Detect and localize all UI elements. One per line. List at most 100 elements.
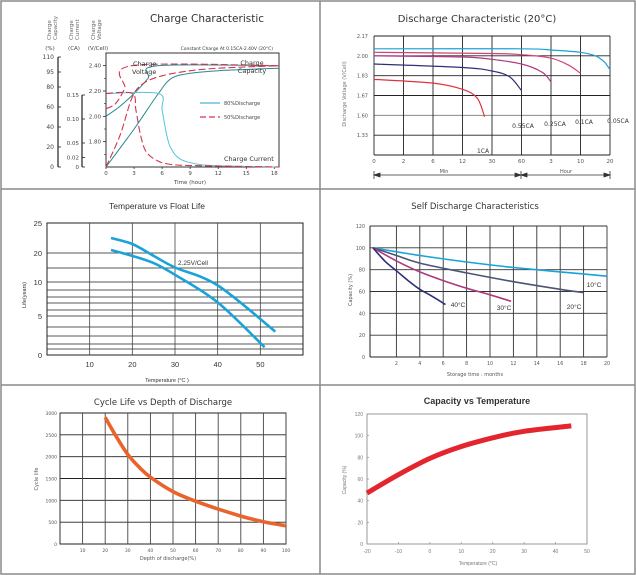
series-20c (372, 247, 584, 294)
legend-label-80: 80%Discharge (224, 101, 260, 107)
y-tick-label: 120 (355, 412, 364, 418)
x-tick-label: 9 (188, 171, 192, 177)
series-0-55CA (373, 63, 522, 91)
voltage-tick-label: 1.80 (89, 140, 102, 146)
x-tick-label: 18 (271, 171, 278, 177)
y-tick-label: 5 (38, 312, 42, 321)
axis-name-voltage: ChargeVoltage (91, 19, 103, 40)
y-tick-label: 1.33 (357, 133, 368, 139)
axis-name-capacity: ChargeCapacity (47, 15, 59, 40)
y-tick-label: 2.00 (357, 54, 368, 60)
chart-legend: 80%Discharge 50%Discharge (200, 101, 260, 121)
x-tick-label: 40 (553, 549, 559, 555)
capacity-temp-lines (365, 423, 572, 496)
series-label: 0.55CA (512, 123, 535, 130)
x-tick-label: 10 (80, 548, 86, 554)
x-axis-label: Temperature (°C ) (145, 378, 189, 384)
duration-arrows (372, 171, 612, 179)
y-tick-label: 25 (34, 219, 42, 228)
charge-axes: 0 3 6 9 12 15 18 0 20 40 60 80 95 110 0 0.02 0.05 0.10 0.1… (43, 54, 279, 177)
float-lines (110, 236, 277, 349)
axis-name-current: ChargeCurrent (69, 18, 81, 40)
x-tick-label: 2 (402, 159, 406, 165)
y-tick-label: 100 (355, 434, 364, 440)
unit-current: (CA) (68, 46, 80, 52)
series-current-50- (105, 91, 280, 168)
capacity-tick-label: 20 (46, 144, 54, 151)
y-tick-label: 1000 (46, 498, 58, 504)
voltage-tick-label: 2.40 (89, 64, 102, 70)
x-tick-label: 50 (170, 548, 176, 554)
y-tick-label: 3000 (46, 411, 58, 417)
x-tick-label: 3 (132, 171, 136, 177)
self-discharge-grid: 0 20 40 60 80 100 120 2 4 6 8 10 12 14 16 18 20 (356, 224, 610, 367)
self-discharge-lines: 10°C 20°C 30°C 40°C (372, 247, 608, 312)
x-tick-label: 0 (104, 171, 108, 177)
legend-label-50: 50%Discharge (224, 115, 260, 121)
x-tick-label: 50 (584, 549, 590, 555)
x-tick-label: 10 (459, 549, 465, 555)
x-tick-label: 30 (521, 549, 527, 555)
y-tick-label: 100 (356, 246, 365, 252)
series-label: 10°C (587, 281, 602, 289)
chart-title: Discharge Characteristic (20°C) (398, 14, 557, 25)
x-tick-label: 8 (465, 361, 468, 367)
x-tick-label: 6 (442, 361, 445, 367)
annotation-charge-voltage-1: Charge (133, 60, 156, 68)
x-tick-label: 12 (215, 171, 222, 177)
x-tick-label: 100 (282, 548, 291, 554)
cycle-life-chart: Cycle Life vs Depth of Discharge Cycle l… (34, 398, 290, 562)
chart-title: Capacity vs Temperature (424, 396, 530, 406)
x-tick-label: 80 (238, 548, 244, 554)
float-life-chart: Temperature vs Float Life Life(years) 0 5… (22, 201, 304, 384)
chart-title: Temperature vs Float Life (109, 201, 205, 211)
y-tick-label: 20 (359, 333, 365, 339)
x-tick-label: 70 (215, 548, 221, 554)
series-0-1CA (373, 51, 581, 74)
series-capacity (365, 423, 572, 496)
y-tick-label: 2000 (46, 455, 58, 461)
current-tick-label: 0 (76, 165, 80, 171)
x-tick-label: 3 (549, 159, 553, 165)
y-tick-label: 0 (38, 351, 42, 360)
series-label: 20°C (567, 303, 582, 311)
capacity-tick-label: 110 (43, 54, 55, 61)
x-tick-label: 2 (395, 361, 398, 367)
x-tick-label: 40 (213, 360, 221, 369)
y-tick-label: 0 (54, 542, 57, 548)
x-axis-label: Time (hour) (173, 180, 206, 186)
y-tick-label: 0 (362, 355, 365, 361)
series-capacity-50- (105, 65, 280, 168)
cycle-life-grid: 0 500 1000 1500 2000 2500 3000 10 20 30 40 50 60 70 80… (46, 411, 291, 554)
series-1CA (373, 78, 486, 118)
series-upper-bound (110, 236, 277, 333)
y-axis-label: Discharge Voltage (V/Cell) (342, 61, 348, 126)
x-tick-label: 30 (125, 548, 131, 554)
series-label: 30°C (497, 304, 512, 312)
y-tick-label: 10 (34, 278, 42, 287)
charge-lines (105, 63, 280, 168)
y-tick-label: 40 (359, 311, 365, 317)
cycle-life-lines (103, 416, 287, 528)
x-tick-label: 40 (148, 548, 154, 554)
segment-label-min: Min (440, 169, 449, 175)
x-tick-label: 20 (490, 549, 496, 555)
y-tick-label: 80 (357, 455, 363, 461)
capacity-temp-axes: 0 20 40 60 80 100 120 -20 -10 0 10 20 30 40 50 (355, 412, 590, 555)
x-tick-label: 50 (256, 360, 264, 369)
x-axis-label: Depth of discharge(%) (140, 556, 196, 562)
capacity-tick-label: 0 (50, 164, 54, 171)
y-tick-label: 1500 (46, 477, 58, 483)
y-tick-label: 20 (357, 520, 363, 526)
x-tick-label: 18 (581, 361, 587, 367)
annotation-charge-capacity-1: Charge (240, 59, 263, 67)
chart-title: Charge Characteristic (150, 13, 264, 25)
annotation-charge-current: Charge Current (224, 155, 274, 163)
chart-title: Cycle Life vs Depth of Discharge (94, 398, 232, 408)
plot-frame (105, 52, 280, 168)
segment-label-hour: Hour (560, 169, 573, 175)
x-tick-label: 6 (431, 159, 435, 165)
y-tick-label: 20 (34, 249, 42, 258)
capacity-vs-temperature-chart: Capacity vs Temperature Capacity (%) 0 20… (342, 396, 590, 567)
